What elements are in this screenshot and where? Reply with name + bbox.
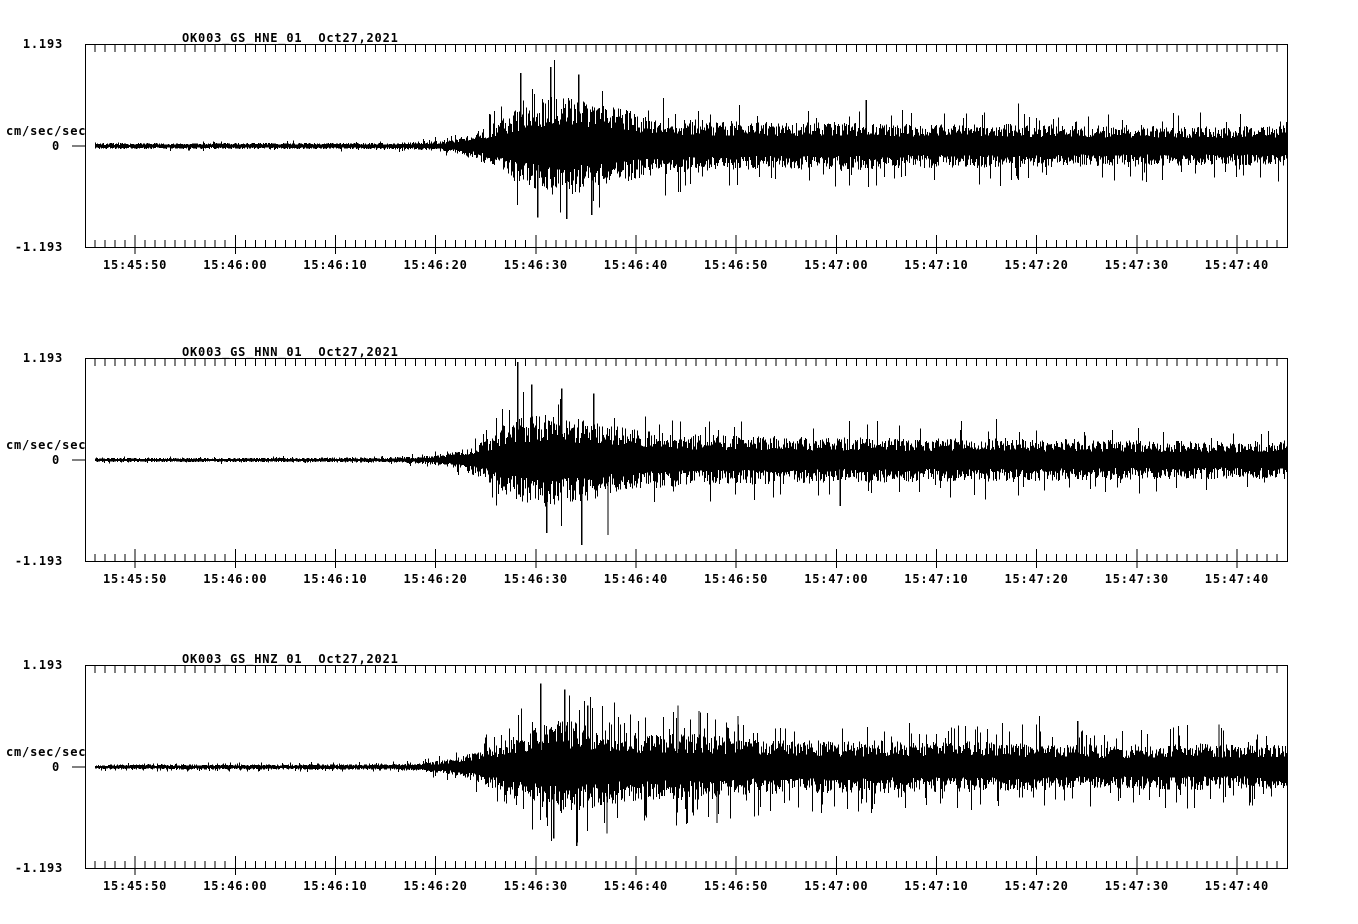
- y-axis-zero-label: 0: [51, 453, 60, 467]
- x-tick-label: 15:46:50: [703, 879, 769, 893]
- x-tick-label: 15:46:40: [603, 879, 668, 893]
- waveform-plot-hnn: [72, 358, 1288, 568]
- trace-id: OK003_GS_HNE_01: [182, 31, 303, 45]
- x-tick-label: 15:45:50: [102, 572, 168, 586]
- x-tick-label: 15:46:00: [203, 572, 268, 586]
- seismogram-panel-hnn: OK003_GS_HNN_01 Oct27,2021 1.193 cm/sec/s…: [0, 314, 1358, 614]
- trace-id: OK003_GS_HNN_01: [182, 345, 303, 359]
- trace-id: OK003_GS_HNZ_01: [182, 652, 303, 666]
- y-axis-units-label: cm/sec/sec: [6, 438, 87, 452]
- x-tick-label: 15:46:50: [703, 572, 769, 586]
- x-tick-label: 15:46:40: [603, 572, 668, 586]
- trace-title: OK003_GS_HNN_01 Oct27,2021: [182, 345, 399, 359]
- x-tick-label: 15:46:20: [403, 258, 468, 272]
- x-tick-label: 15:47:40: [1204, 879, 1269, 893]
- trace-date: Oct27,2021: [318, 31, 399, 45]
- y-axis-max-label: 1.193: [22, 658, 63, 672]
- y-axis-units-label: cm/sec/sec: [6, 124, 87, 138]
- y-axis-units-label: cm/sec/sec: [6, 745, 87, 759]
- y-axis-zero-label: 0: [51, 760, 60, 774]
- x-tick-label: 15:46:20: [403, 572, 468, 586]
- x-tick-label: 15:46:30: [503, 879, 568, 893]
- x-tick-label: 15:45:50: [102, 879, 168, 893]
- waveform-plot-hne: [72, 44, 1288, 254]
- y-axis-min-label: -1.193: [14, 240, 63, 254]
- x-tick-label: 15:45:50: [102, 258, 168, 272]
- trace-title: OK003_GS_HNZ_01 Oct27,2021: [182, 652, 399, 666]
- x-tick-label: 15:47:30: [1104, 258, 1169, 272]
- x-tick-label: 15:47:10: [904, 258, 969, 272]
- x-tick-label: 15:47:40: [1204, 572, 1269, 586]
- x-tick-label: 15:47:00: [804, 258, 869, 272]
- x-tick-label: 15:47:30: [1104, 879, 1169, 893]
- x-tick-label: 15:46:00: [203, 879, 268, 893]
- waveform-plot-hnz: [72, 665, 1288, 875]
- x-tick-label: 15:47:00: [804, 572, 869, 586]
- x-tick-label: 15:47:30: [1104, 572, 1169, 586]
- x-tick-label: 15:47:10: [904, 879, 969, 893]
- y-axis-max-label: 1.193: [22, 37, 63, 51]
- trace-date: Oct27,2021: [318, 652, 399, 666]
- trace-title: OK003_GS_HNE_01 Oct27,2021: [182, 31, 399, 45]
- x-tick-label: 15:46:50: [703, 258, 769, 272]
- seismogram-panel-hnz: OK003_GS_HNZ_01 Oct27,2021 1.193 cm/sec/s…: [0, 621, 1358, 921]
- x-tick-label: 15:46:00: [203, 258, 268, 272]
- y-axis-min-label: -1.193: [14, 554, 63, 568]
- y-axis-min-label: -1.193: [14, 861, 63, 875]
- x-tick-label: 15:46:20: [403, 879, 468, 893]
- x-tick-label: 15:47:20: [1004, 258, 1069, 272]
- x-tick-label: 15:46:10: [303, 258, 368, 272]
- x-tick-label: 15:47:00: [804, 879, 869, 893]
- x-tick-label: 15:46:10: [303, 879, 368, 893]
- y-axis-zero-label: 0: [51, 139, 60, 153]
- x-tick-label: 15:47:20: [1004, 572, 1069, 586]
- x-tick-label: 15:46:10: [303, 572, 368, 586]
- x-tick-label: 15:47:20: [1004, 879, 1069, 893]
- x-tick-label: 15:46:30: [503, 572, 568, 586]
- x-tick-label: 15:46:30: [503, 258, 568, 272]
- x-tick-label: 15:47:40: [1204, 258, 1269, 272]
- y-axis-max-label: 1.193: [22, 351, 63, 365]
- x-tick-label: 15:46:40: [603, 258, 668, 272]
- trace-date: Oct27,2021: [318, 345, 399, 359]
- seismogram-panel-hne: OK003_GS_HNE_01 Oct27,2021 1.193 cm/sec/s…: [0, 0, 1358, 300]
- x-tick-label: 15:47:10: [904, 572, 969, 586]
